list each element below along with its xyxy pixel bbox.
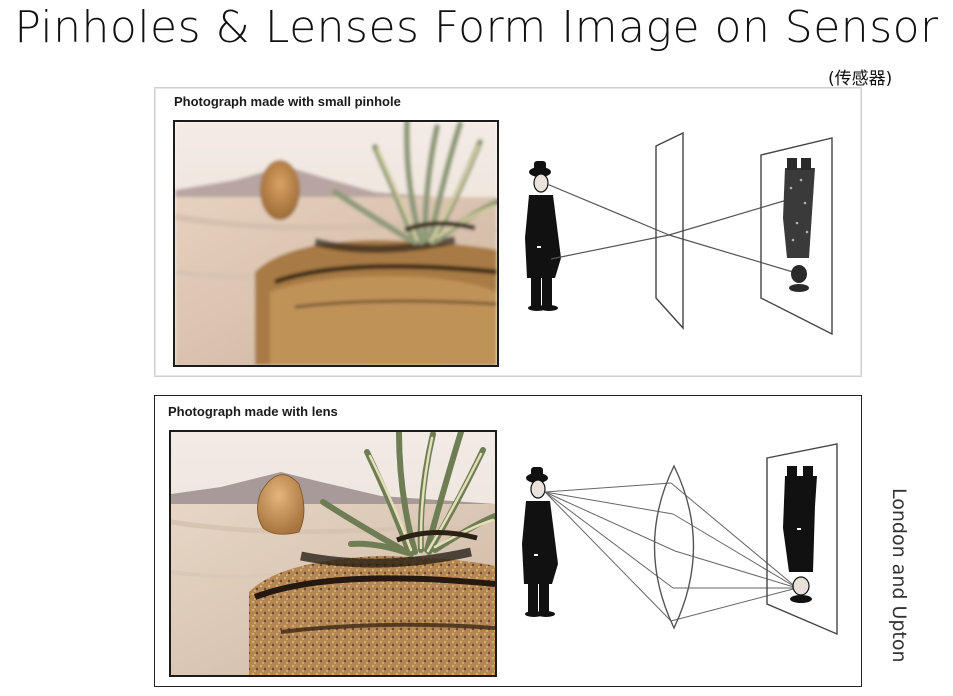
- pinhole-photo: [173, 120, 499, 367]
- pinhole-caption: Photograph made with small pinhole: [174, 94, 401, 109]
- pinhole-diagram: [525, 131, 833, 336]
- lens-diagram: [522, 443, 838, 636]
- lens-caption: Photograph made with lens: [168, 404, 338, 419]
- pinhole-panel: Photograph made with small pinhole: [154, 87, 862, 377]
- slide-title: Pinholes & Lenses Form Image on Sensor: [14, 2, 939, 53]
- lens-panel: Photograph made with lens: [154, 395, 862, 687]
- image-credit: London and Upton: [888, 488, 910, 663]
- slide-subtitle: (传感器): [828, 69, 893, 89]
- lens-photo: [169, 430, 497, 677]
